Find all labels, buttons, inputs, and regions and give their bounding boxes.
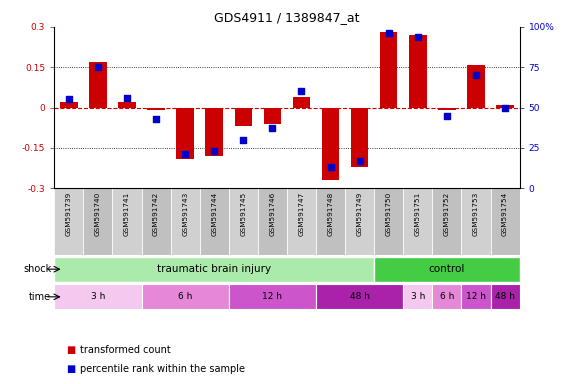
Bar bbox=[60, 102, 78, 108]
Bar bbox=[54, 257, 374, 281]
Bar bbox=[264, 108, 281, 124]
Bar bbox=[142, 285, 229, 309]
Text: GSM591741: GSM591741 bbox=[124, 192, 130, 236]
Bar bbox=[142, 188, 171, 255]
Bar bbox=[258, 188, 287, 255]
Point bbox=[413, 33, 423, 40]
Bar bbox=[293, 97, 310, 108]
Text: time: time bbox=[29, 292, 51, 302]
Point bbox=[501, 104, 510, 111]
Point bbox=[122, 95, 131, 101]
Text: ■: ■ bbox=[66, 345, 75, 355]
Text: GSM591749: GSM591749 bbox=[357, 192, 363, 236]
Bar bbox=[351, 108, 368, 167]
Bar bbox=[496, 105, 514, 108]
Text: GSM591740: GSM591740 bbox=[95, 192, 101, 236]
Bar bbox=[345, 188, 374, 255]
Text: traumatic brain injury: traumatic brain injury bbox=[157, 264, 271, 274]
Bar bbox=[54, 188, 83, 255]
Bar bbox=[409, 35, 427, 108]
Point bbox=[297, 88, 306, 94]
Bar bbox=[322, 108, 339, 180]
Point bbox=[180, 151, 190, 157]
Text: GSM591754: GSM591754 bbox=[502, 192, 508, 236]
Bar bbox=[118, 102, 136, 108]
Text: GSM591743: GSM591743 bbox=[182, 192, 188, 236]
Text: GSM591752: GSM591752 bbox=[444, 192, 450, 236]
Bar bbox=[461, 188, 490, 255]
Point bbox=[151, 116, 160, 122]
Bar bbox=[461, 285, 490, 309]
Text: 6 h: 6 h bbox=[178, 292, 192, 301]
Text: 12 h: 12 h bbox=[263, 292, 283, 301]
Bar bbox=[374, 188, 403, 255]
Text: GSM591744: GSM591744 bbox=[211, 192, 217, 236]
Text: GSM591747: GSM591747 bbox=[299, 192, 304, 236]
Bar bbox=[490, 285, 520, 309]
Bar bbox=[467, 65, 485, 108]
Text: control: control bbox=[429, 264, 465, 274]
Point bbox=[384, 30, 393, 36]
Bar bbox=[287, 188, 316, 255]
Bar bbox=[403, 188, 432, 255]
Bar bbox=[112, 188, 142, 255]
Bar bbox=[200, 188, 229, 255]
Bar bbox=[54, 285, 142, 309]
Text: GSM591751: GSM591751 bbox=[415, 192, 421, 236]
Text: GDS4911 / 1389847_at: GDS4911 / 1389847_at bbox=[214, 12, 360, 25]
Bar bbox=[229, 188, 258, 255]
Bar bbox=[316, 188, 345, 255]
Text: GSM591748: GSM591748 bbox=[328, 192, 333, 236]
Text: 3 h: 3 h bbox=[411, 292, 425, 301]
Bar bbox=[206, 108, 223, 156]
Text: GSM591745: GSM591745 bbox=[240, 192, 246, 236]
Bar bbox=[176, 108, 194, 159]
Text: 3 h: 3 h bbox=[91, 292, 105, 301]
Point bbox=[355, 158, 364, 164]
Bar bbox=[235, 108, 252, 126]
Point bbox=[472, 72, 481, 78]
Bar bbox=[229, 285, 316, 309]
Bar bbox=[403, 285, 432, 309]
Text: GSM591746: GSM591746 bbox=[270, 192, 275, 236]
Point bbox=[210, 148, 219, 154]
Bar bbox=[316, 285, 403, 309]
Point bbox=[64, 96, 73, 103]
Text: 48 h: 48 h bbox=[495, 292, 515, 301]
Text: 48 h: 48 h bbox=[349, 292, 369, 301]
Bar bbox=[490, 188, 520, 255]
Bar bbox=[432, 188, 461, 255]
Text: percentile rank within the sample: percentile rank within the sample bbox=[80, 364, 245, 374]
Bar bbox=[147, 108, 165, 110]
Text: transformed count: transformed count bbox=[80, 345, 171, 355]
Point bbox=[326, 164, 335, 170]
Text: GSM591753: GSM591753 bbox=[473, 192, 479, 236]
Bar bbox=[438, 108, 456, 110]
Point bbox=[93, 64, 102, 70]
Point bbox=[443, 113, 452, 119]
Point bbox=[268, 126, 277, 132]
Text: 6 h: 6 h bbox=[440, 292, 454, 301]
Point bbox=[239, 137, 248, 143]
Text: GSM591742: GSM591742 bbox=[153, 192, 159, 236]
Text: shock: shock bbox=[23, 264, 51, 274]
Text: GSM591739: GSM591739 bbox=[66, 192, 72, 236]
Text: ■: ■ bbox=[66, 364, 75, 374]
Bar bbox=[171, 188, 200, 255]
Bar bbox=[380, 32, 397, 108]
Text: GSM591750: GSM591750 bbox=[386, 192, 392, 236]
Bar bbox=[89, 62, 107, 108]
Bar bbox=[374, 257, 520, 281]
Text: 12 h: 12 h bbox=[466, 292, 486, 301]
Bar bbox=[432, 285, 461, 309]
Bar bbox=[83, 188, 112, 255]
